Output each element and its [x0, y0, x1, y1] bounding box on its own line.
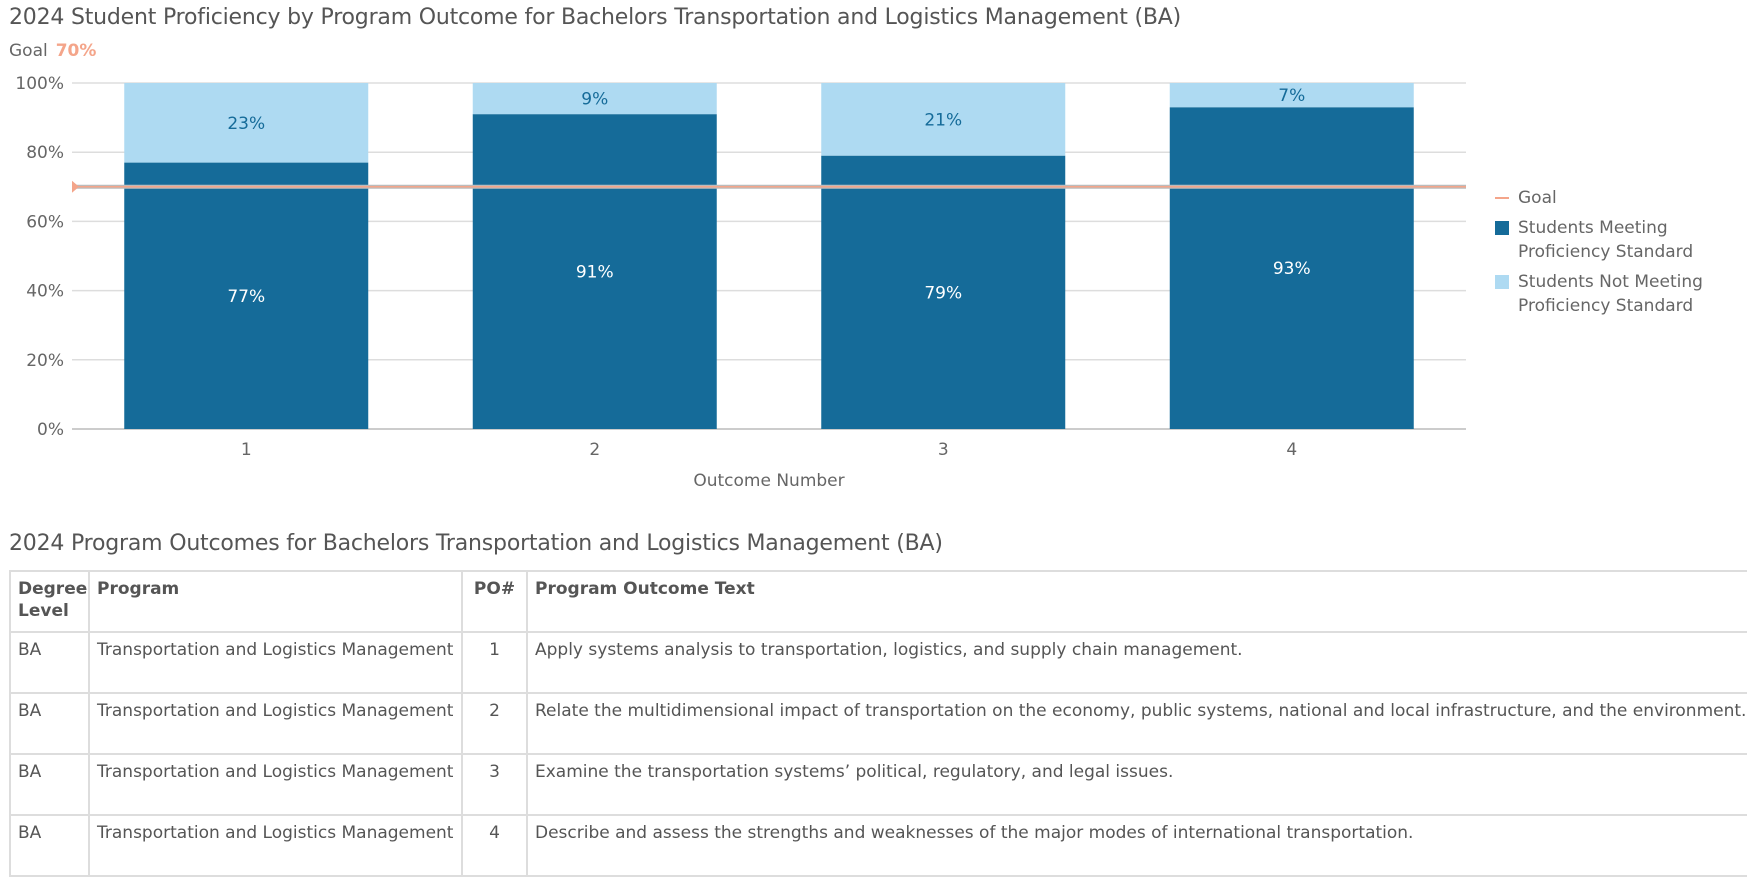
- bar-chart: 0% 20% 40% 60% 80% 100% 77% 23% 1 91% 9% 2 79% 21% 3 93…: [15, 74, 1466, 491]
- legend-item-not-meeting[interactable]: Students Not Meeting Proficiency Standar…: [1495, 270, 1728, 318]
- table-row: BA Transportation and Logistics Managemen…: [9, 692, 1747, 755]
- data-label: 77%: [227, 287, 265, 307]
- outcome-text-cell: Apply systems analysis to transportation…: [526, 631, 1747, 694]
- y-tick-label: 20%: [26, 351, 64, 371]
- program-cell: Transportation and Logistics Management: [88, 753, 463, 816]
- bar-meeting: [124, 162, 369, 429]
- po-number-cell: 2: [461, 692, 528, 755]
- po-number-cell: 4: [461, 814, 528, 877]
- y-tick-label: 40%: [26, 282, 64, 302]
- program-outcomes-table: Degree Level Program PO# Program Outcome…: [9, 570, 1747, 877]
- table-row: BA Transportation and Logistics Managemen…: [9, 631, 1747, 694]
- y-tick-label: 80%: [26, 143, 64, 163]
- po-number-cell: 1: [461, 631, 528, 694]
- y-tick-label: 100%: [15, 74, 64, 94]
- program-cell: Transportation and Logistics Management: [88, 631, 463, 694]
- bar-meeting: [1169, 107, 1414, 429]
- table-title: 2024 Program Outcomes for Bachelors Tran…: [9, 531, 943, 556]
- program-cell: Transportation and Logistics Management: [88, 814, 463, 877]
- header-degree-level: Degree Level: [9, 570, 90, 633]
- chart-title: 2024 Student Proficiency by Program Outc…: [9, 5, 1182, 30]
- data-label: 9%: [581, 90, 608, 110]
- bar-not-meeting: [1169, 83, 1414, 108]
- bar-meeting: [472, 114, 717, 429]
- legend-label: Students Meeting Proficiency Standard: [1518, 218, 1694, 262]
- data-label: 21%: [924, 110, 962, 130]
- legend: Goal Students Meeting Proficiency Standa…: [1495, 186, 1728, 324]
- x-axis-label: Outcome Number: [693, 471, 844, 491]
- data-label: 23%: [227, 114, 265, 134]
- bar-not-meeting: [124, 83, 369, 163]
- table-header-row: Degree Level Program PO# Program Outcome…: [9, 570, 1747, 633]
- degree-level-cell: BA: [9, 753, 90, 816]
- header-outcome-text: Program Outcome Text: [526, 570, 1747, 633]
- legend-item-goal[interactable]: Goal: [1495, 186, 1728, 210]
- y-tick-label: 60%: [26, 212, 64, 232]
- y-tick-label: 0%: [37, 420, 64, 440]
- degree-level-cell: BA: [9, 692, 90, 755]
- x-tick-label: 3: [938, 440, 949, 460]
- goal-label: Goal: [9, 41, 48, 61]
- meeting-swatch: [1495, 221, 1509, 235]
- not-meeting-swatch: [1495, 275, 1509, 289]
- data-label: 93%: [1273, 259, 1311, 279]
- table-row: BA Transportation and Logistics Managemen…: [9, 753, 1747, 816]
- po-number-cell: 3: [461, 753, 528, 816]
- table-row: BA Transportation and Logistics Managemen…: [9, 814, 1747, 877]
- x-tick-label: 2: [589, 440, 600, 460]
- program-cell: Transportation and Logistics Management: [88, 692, 463, 755]
- outcome-text-cell: Examine the transportation systems’ poli…: [526, 753, 1747, 816]
- data-label: 79%: [924, 283, 962, 303]
- legend-label: Students Not Meeting Proficiency Standar…: [1518, 272, 1703, 316]
- legend-item-meeting[interactable]: Students Meeting Proficiency Standard: [1495, 216, 1728, 264]
- outcome-text-cell: Describe and assess the strengths and we…: [526, 814, 1747, 877]
- header-program: Program: [88, 570, 463, 633]
- bar-not-meeting: [821, 83, 1066, 156]
- goal-value: 70%: [55, 41, 97, 61]
- data-label: 91%: [576, 263, 614, 283]
- degree-level-cell: BA: [9, 631, 90, 694]
- bar-not-meeting: [472, 83, 717, 115]
- header-po-number: PO#: [461, 570, 528, 633]
- outcome-text-cell: Relate the multidimensional impact of tr…: [526, 692, 1747, 755]
- goal-line-swatch: [1495, 197, 1509, 199]
- bar-meeting: [821, 155, 1066, 429]
- goal-summary: Goal 70%: [9, 41, 96, 61]
- x-tick-label: 4: [1286, 440, 1297, 460]
- legend-label: Goal: [1518, 188, 1557, 208]
- data-label: 7%: [1278, 86, 1305, 106]
- x-tick-label: 1: [241, 440, 252, 460]
- degree-level-cell: BA: [9, 814, 90, 877]
- goal-marker-icon: [72, 180, 79, 193]
